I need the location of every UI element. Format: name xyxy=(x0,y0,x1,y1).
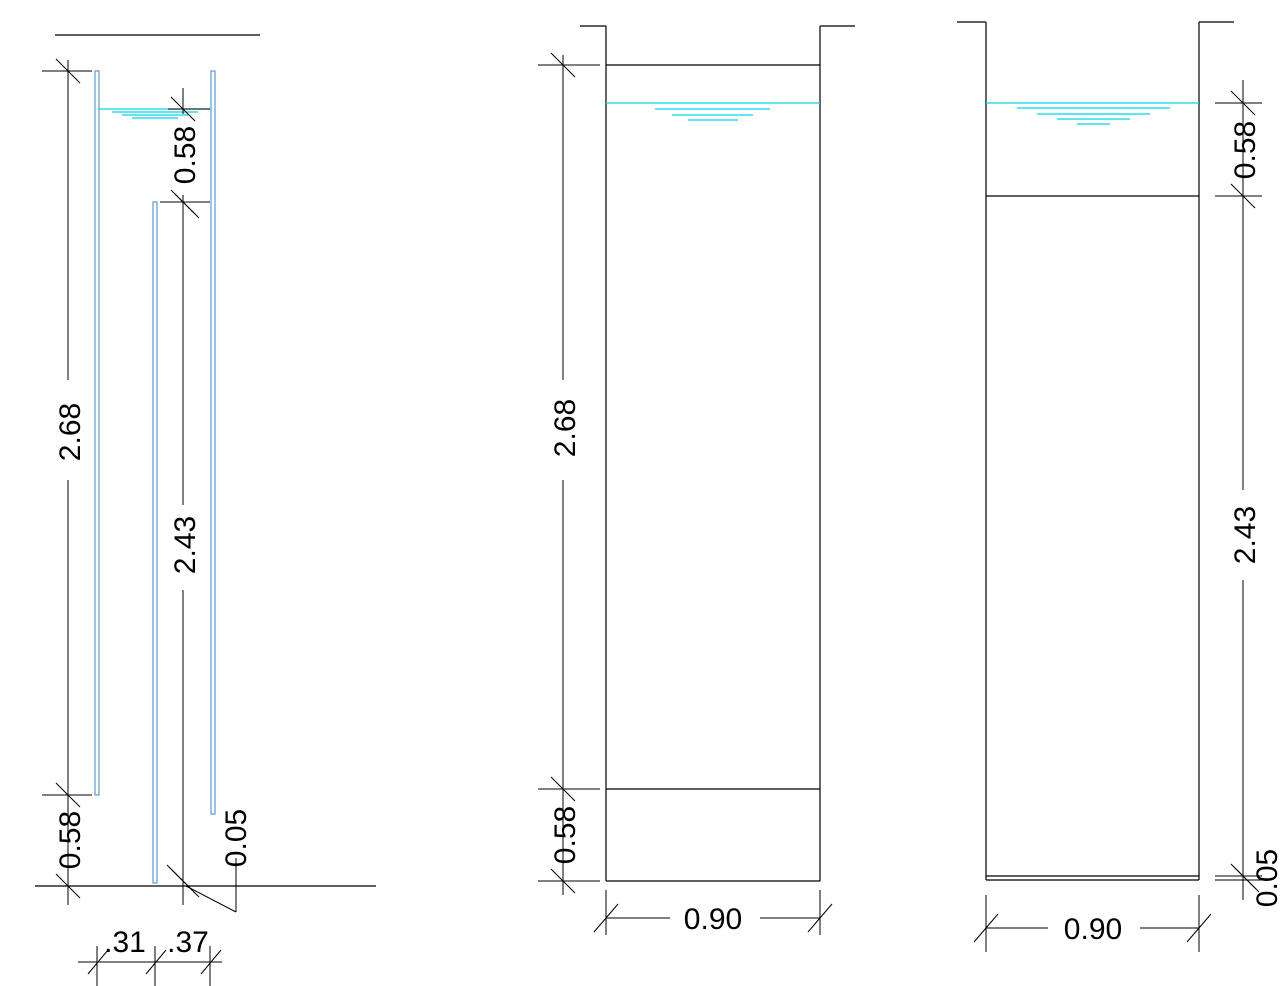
tick-mark xyxy=(550,776,576,802)
dim-width: 0.90 xyxy=(684,903,742,936)
tick-mark xyxy=(550,868,576,894)
tick-mark xyxy=(807,903,833,933)
dim-right-width: .37 xyxy=(167,926,209,959)
dim-bottom-gap: 0.58 xyxy=(54,811,87,869)
tick-mark xyxy=(550,52,576,78)
tick-mark xyxy=(593,903,619,933)
water-level-symbol xyxy=(986,102,1199,125)
dim-total-height: 2.68 xyxy=(54,403,87,461)
leader-line xyxy=(185,885,237,913)
tick-mark xyxy=(1234,867,1260,893)
water-level-symbol xyxy=(606,102,820,121)
dim-freeboard: 0.58 xyxy=(169,126,202,184)
tick-mark xyxy=(1186,913,1212,943)
dim-baffle-clearance: 0.05 xyxy=(220,809,253,867)
tick-mark xyxy=(55,58,81,84)
dim-width: 0.90 xyxy=(1064,913,1122,946)
tick-mark xyxy=(55,782,81,808)
dim-height: 2.43 xyxy=(1229,506,1262,564)
tick-mark xyxy=(200,949,222,975)
section-a: 2.68 0.58 0.58 2.43 0.05 .31 .37 xyxy=(35,34,376,986)
dim-bottom: 0.05 xyxy=(1251,849,1281,907)
tick-mark xyxy=(170,96,196,122)
dim-left-width: .31 xyxy=(104,926,146,959)
tick-mark xyxy=(87,949,109,975)
dim-bottom: 0.58 xyxy=(549,806,582,864)
dim-height: 2.68 xyxy=(549,399,582,457)
baffle-wall xyxy=(152,201,158,884)
water-level-symbol xyxy=(99,108,211,119)
dim-baffle-height: 2.43 xyxy=(169,516,202,574)
tick-mark xyxy=(166,864,192,890)
dim-top: 0.58 xyxy=(1229,121,1262,179)
left-wall xyxy=(94,70,100,796)
tick-mark xyxy=(1230,183,1256,209)
tick-mark xyxy=(145,949,167,975)
tick-mark xyxy=(1230,90,1256,116)
right-wall xyxy=(210,70,216,815)
tick-mark xyxy=(55,873,81,899)
section-c: 0.58 2.43 0.05 0.90 xyxy=(957,21,1281,952)
section-b: 2.68 0.58 0.90 xyxy=(538,25,855,936)
tick-mark xyxy=(174,193,200,219)
tick-mark xyxy=(973,913,999,943)
